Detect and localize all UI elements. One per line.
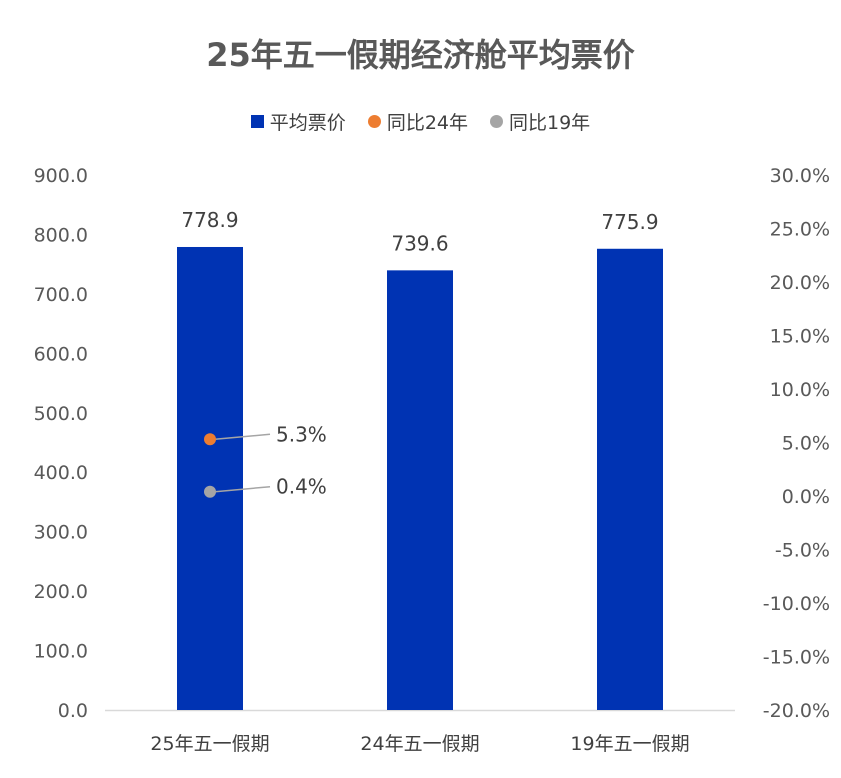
- bar: [177, 246, 243, 710]
- y-right-tick-label: 25.0%: [770, 219, 830, 241]
- y-right-tick-label: 0.0%: [782, 486, 830, 508]
- legend: 平均票价 同比24年 同比19年: [0, 108, 841, 135]
- y-right-tick-label: -20.0%: [763, 700, 830, 722]
- x-tick-label: 19年五一假期: [570, 733, 689, 755]
- bar: [597, 248, 663, 710]
- y-left-tick-label: 900.0: [34, 165, 88, 187]
- bar-value-label: 778.9: [181, 208, 238, 232]
- bar-value-label: 739.6: [391, 231, 448, 255]
- y-left-tick-label: 300.0: [34, 522, 88, 544]
- y-right-tick-label: -5.0%: [775, 540, 830, 562]
- chart-title: 25年五一假期经济舱平均票价: [206, 36, 635, 74]
- y-right-tick-label: 20.0%: [770, 272, 830, 294]
- y-right-tick-label: 15.0%: [770, 326, 830, 348]
- legend-swatch-yoy-19: [490, 115, 503, 128]
- point-yoy-24: [204, 433, 216, 446]
- legend-swatch-avg-price: [250, 115, 264, 128]
- y-left-tick-label: 0.0: [58, 700, 88, 722]
- x-tick-label: 24年五一假期: [360, 733, 479, 755]
- legend-item-avg-price: 平均票价: [250, 108, 346, 135]
- leader-line-yoy-19: [214, 485, 271, 493]
- y-right-tick-label: 10.0%: [770, 379, 830, 401]
- point-label-yoy-24: 5.3%: [276, 422, 327, 446]
- bar: [387, 270, 453, 710]
- y-right-tick-label: -15.0%: [763, 647, 830, 669]
- point-yoy-19: [204, 485, 216, 498]
- y-right-tick-label: 5.0%: [782, 433, 830, 455]
- legend-label-yoy-24: 同比24年: [386, 112, 468, 134]
- legend-item-yoy-19: 同比19年: [490, 108, 590, 135]
- y-left-tick-label: 600.0: [34, 343, 88, 365]
- y-left-tick-label: 500.0: [34, 403, 88, 425]
- y-left-tick-label: 200.0: [34, 581, 88, 603]
- y-left-tick-label: 800.0: [34, 224, 88, 246]
- y-left-tick-label: 700.0: [34, 284, 88, 306]
- y-right-tick-label: 30.0%: [770, 165, 830, 187]
- point-label-yoy-19: 0.4%: [276, 475, 327, 499]
- legend-label-avg-price: 平均票价: [269, 112, 346, 134]
- y-left-tick-label: 400.0: [34, 462, 88, 484]
- leader-line-yoy-24: [214, 433, 271, 441]
- bar-value-label: 775.9: [601, 210, 658, 234]
- legend-label-yoy-19: 同比19年: [509, 112, 591, 134]
- legend-swatch-yoy-24: [367, 115, 381, 128]
- y-left-tick-label: 100.0: [34, 641, 88, 663]
- x-tick-label: 25年五一假期: [150, 733, 269, 755]
- y-right-tick-label: -10.0%: [763, 593, 830, 615]
- legend-item-yoy-24: 同比24年: [367, 108, 468, 135]
